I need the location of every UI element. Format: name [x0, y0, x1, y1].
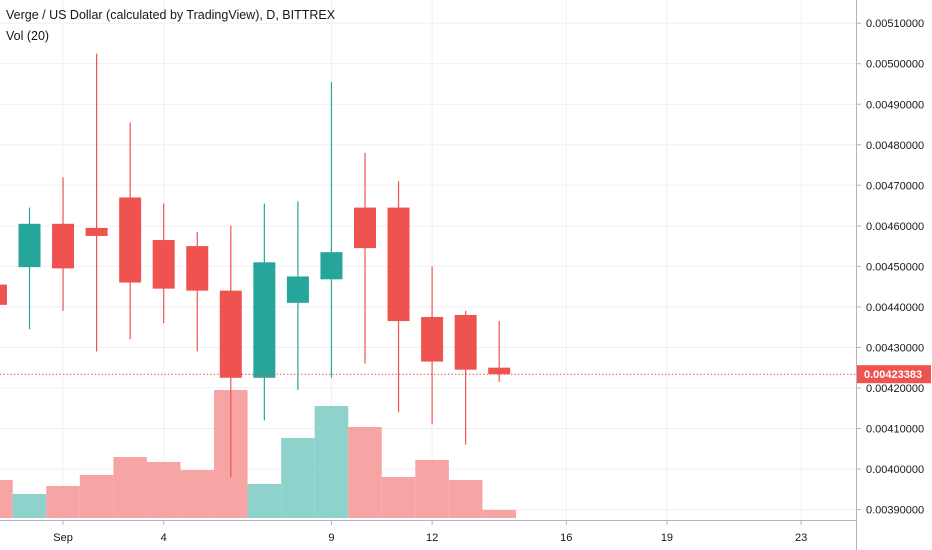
volume-bar: [448, 480, 483, 518]
volume-bar: [482, 510, 516, 518]
candle-body: [320, 252, 343, 280]
volume-bar: [247, 484, 282, 518]
volume-bars: [0, 390, 516, 518]
price-tick-label: 0.00470000: [866, 180, 924, 192]
price-tick-label: 0.00410000: [866, 423, 924, 435]
price-tick-label: 0.00460000: [866, 221, 924, 233]
time-tick-label: 9: [328, 532, 334, 544]
volume-bar: [281, 438, 315, 518]
candle-body: [421, 317, 444, 362]
candle-body: [52, 223, 75, 269]
price-tick-label: 0.00430000: [866, 342, 924, 354]
last-price-badge: 0.00423383: [857, 365, 931, 384]
price-tick-label: 0.00390000: [866, 505, 924, 517]
candle-body: [152, 240, 175, 289]
candle-body: [488, 367, 511, 375]
candle-body: [286, 276, 309, 303]
candle-body: [119, 197, 142, 283]
candle-body: [0, 284, 7, 305]
price-tick-label: 0.00500000: [866, 59, 924, 71]
volume-bar: [348, 427, 382, 518]
volume-bar: [46, 486, 80, 518]
volume-bar: [146, 462, 181, 518]
candle-body: [354, 207, 376, 249]
time-tick-label: 23: [795, 532, 807, 544]
time-axis[interactable]: Sep 4 9 12 16 19 23: [0, 520, 856, 544]
time-tick-label: 19: [661, 532, 673, 544]
candle-body: [253, 262, 276, 378]
price-tick-label: 0.00450000: [866, 261, 924, 273]
time-tick-label: 12: [426, 532, 438, 544]
candle-body: [454, 314, 477, 370]
time-tick-label: Sep: [53, 532, 73, 544]
candle-body: [18, 223, 41, 268]
candle-body: [85, 227, 108, 236]
last-price-badge-bg: [857, 365, 931, 384]
price-tick-label: 0.00400000: [866, 464, 924, 476]
volume-bar: [12, 494, 47, 518]
chart-title: Verge / US Dollar (calculated by Trading…: [6, 8, 336, 22]
volume-bar: [415, 460, 449, 518]
price-tick-label: 0.00510000: [866, 18, 924, 30]
volume-indicator-label[interactable]: Vol (20): [6, 29, 50, 43]
price-tick-label: 0.00420000: [866, 383, 924, 395]
volume-bar: [0, 480, 13, 518]
last-price-label: 0.00423383: [864, 369, 922, 381]
time-tick-label: 4: [161, 532, 167, 544]
price-tick-label: 0.00480000: [866, 140, 924, 152]
price-axis[interactable]: 0.00390000 0.00400000 0.00410000 0.00420000…: [856, 0, 924, 550]
volume-bar: [381, 477, 416, 518]
price-tick-label: 0.00440000: [866, 302, 924, 314]
candle-body: [219, 290, 242, 378]
price-tick-label: 0.00490000: [866, 99, 924, 111]
volume-bar: [314, 406, 349, 518]
volume-bar: [180, 470, 215, 518]
volume-bar: [79, 475, 114, 518]
candle-body: [186, 246, 209, 291]
time-tick-label: 16: [560, 532, 572, 544]
candle-body: [387, 207, 410, 322]
candles: [0, 53, 511, 478]
volume-bar: [113, 457, 147, 518]
